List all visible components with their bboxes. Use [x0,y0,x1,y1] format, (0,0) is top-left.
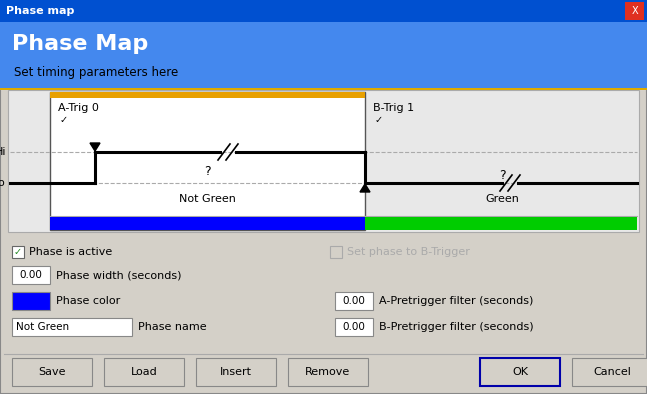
Text: Green: Green [485,194,519,204]
Bar [335,292,373,310]
Text: Lo: Lo [0,178,6,188]
Text: Phase is active: Phase is active [29,247,112,257]
Bar [8,90,639,232]
Bar [480,358,560,386]
Text: Phase map: Phase map [6,6,74,16]
Bar [50,92,365,98]
Bar [625,2,644,20]
Bar [12,292,50,310]
Bar [0,0,647,22]
Text: ?: ? [204,165,210,178]
Text: 0.00: 0.00 [342,322,366,332]
Text: Not Green: Not Green [179,194,236,204]
Text: Load: Load [131,367,157,377]
Text: A-Pretrigger filter (seconds): A-Pretrigger filter (seconds) [379,296,533,306]
Text: Hi: Hi [0,147,6,157]
Polygon shape [360,184,370,192]
Text: Cancel: Cancel [593,367,631,377]
Text: Not Green: Not Green [16,322,69,332]
Text: Remove: Remove [305,367,351,377]
Text: ?: ? [499,169,505,182]
Bar [572,358,647,386]
Text: 0.00: 0.00 [342,296,366,306]
Polygon shape [90,143,100,151]
Text: Save: Save [38,367,66,377]
Bar [330,246,342,258]
Text: Phase Map: Phase Map [12,34,148,54]
Text: OK: OK [512,367,528,377]
Bar [288,358,368,386]
Bar [12,358,92,386]
Bar [365,217,637,230]
Text: Phase color: Phase color [56,296,120,306]
Bar [0,88,647,90]
Text: X: X [631,6,639,16]
Bar [104,358,184,386]
Bar [335,318,373,336]
Bar [12,318,132,336]
Bar [12,266,50,284]
Text: ✓: ✓ [14,247,22,257]
Text: ✓: ✓ [375,115,383,125]
Text: Phase name: Phase name [138,322,206,332]
Text: Insert: Insert [220,367,252,377]
Text: ✓: ✓ [60,115,68,125]
Text: Phase width (seconds): Phase width (seconds) [56,270,182,280]
Text: Set phase to B-Trigger: Set phase to B-Trigger [347,247,470,257]
Bar [0,22,647,90]
Bar [12,246,24,258]
Text: A-Trig 0: A-Trig 0 [58,103,99,113]
Text: 0.00: 0.00 [19,270,43,280]
Text: B-Trig 1: B-Trig 1 [373,103,414,113]
Text: Set timing parameters here: Set timing parameters here [14,65,179,78]
Bar [50,92,365,230]
Bar [196,358,276,386]
Bar [50,217,365,230]
Text: B-Pretrigger filter (seconds): B-Pretrigger filter (seconds) [379,322,534,332]
